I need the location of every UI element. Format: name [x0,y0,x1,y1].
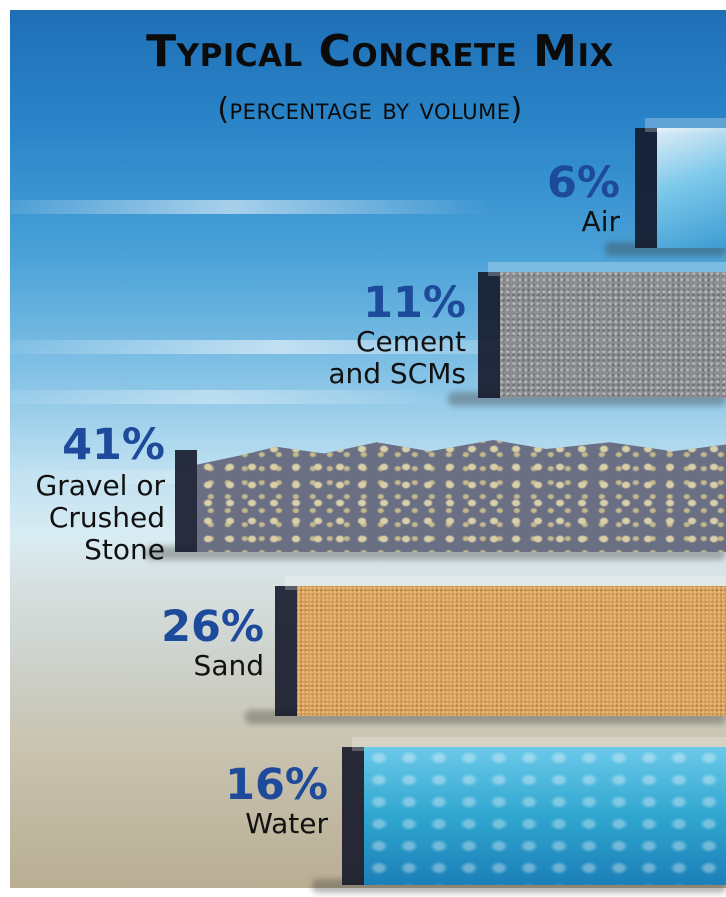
category-label-water: Water [245,808,328,840]
category-label-line: Water [245,807,328,840]
slab-side-cement-and-scms [478,272,500,398]
category-label-line: Crushed [48,501,165,534]
slab-side-water [342,747,364,885]
category-label-sand: Sand [194,650,264,682]
category-label-line: Sand [193,649,264,682]
chart-subtitle: (percentage by volume) [217,92,523,127]
category-label-line: Stone [84,533,165,566]
category-label-air: Air [582,206,620,238]
percent-label-sand: 26% [161,602,264,652]
chart-title: Typical Concrete Mix [146,26,614,77]
slab-cement-and-scms [478,262,726,398]
percent-label-air: 6% [546,158,620,208]
slab-front-cement-and-scms [500,272,726,398]
slab-front-gravel-or-crushed-stone [197,440,726,552]
category-label-line: Gravel or [35,469,166,502]
percent-label-water: 16% [225,760,328,810]
slab-side-gravel-or-crushed-stone [175,450,197,552]
slab-water [342,737,726,885]
slab-front-air [657,128,726,248]
slab-air [635,118,726,248]
category-label-line: and SCMs [328,357,466,390]
category-label-gravel-or-crushed-stone: Gravel or Crushed Stone [36,470,166,566]
percent-label-cement-and-scms: 11% [363,278,466,328]
category-label-line: Cement [355,325,466,358]
slab-side-air [635,128,657,248]
slab-gravel-or-crushed-stone [175,440,726,552]
category-label-line: Air [581,205,620,238]
slab-sand [275,576,726,716]
slab-side-sand [275,586,297,716]
slab-front-sand [297,586,726,716]
percent-label-gravel-or-crushed-stone: 41% [62,420,165,470]
category-label-cement-and-scms: Cement and SCMs [328,326,466,390]
slab-front-water [364,747,726,885]
